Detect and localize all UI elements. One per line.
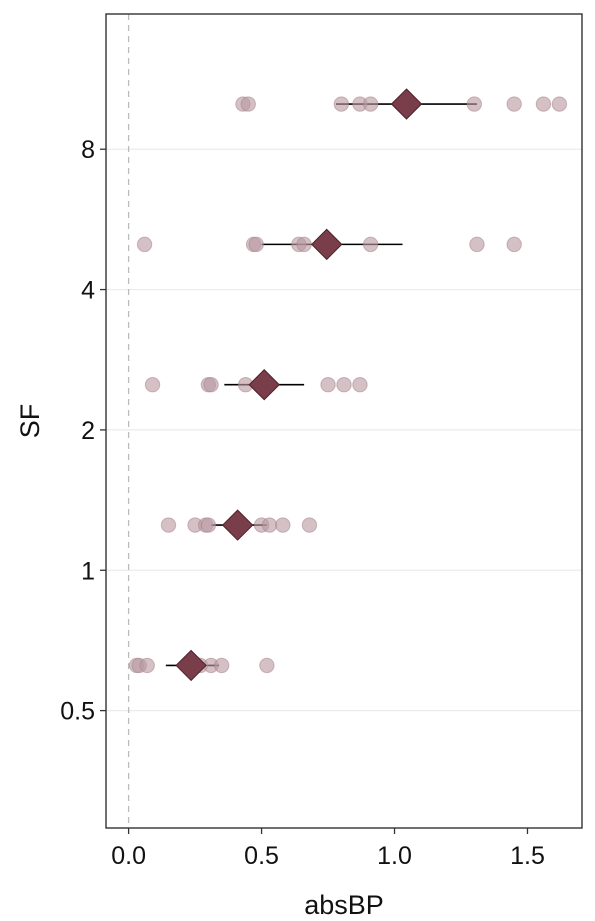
y-axis-title: SF [15,404,45,439]
y-tick-label: 4 [81,277,95,305]
data-points [128,96,568,674]
mean-marker [390,88,423,120]
data-point [466,96,483,112]
mean-marker [221,509,254,541]
data-point [469,236,485,253]
data-point [296,236,312,253]
data-point [261,517,278,533]
plot-panel-border [105,13,583,829]
data-point [139,657,155,674]
data-point [240,96,256,112]
y-tick-label: 1 [81,557,95,585]
data-point [200,517,217,533]
mean-markers [175,88,423,682]
mean-marker [311,228,343,261]
data-point [362,96,379,112]
data-point [535,96,552,112]
data-point [213,657,230,674]
data-point [203,377,219,393]
data-point [506,96,522,112]
y-axis: 0.5 1 2 4 8 [60,136,106,726]
x-tick-label: 1.0 [377,842,412,870]
data-point [362,236,379,253]
x-tick-label: 0.5 [244,842,279,870]
data-point [301,517,318,533]
grid-lines [106,148,582,712]
data-point [320,377,336,393]
data-point [352,377,368,393]
mean-marker [248,369,280,401]
data-point [160,517,177,533]
data-point [551,96,568,112]
x-axis-title: absBP [304,890,384,920]
mean-marker [175,649,207,682]
x-tick-label: 0.0 [111,842,146,870]
data-point [144,377,161,393]
y-tick-label: 0.5 [60,698,95,726]
y-tick-label: 8 [81,136,95,164]
data-point [136,236,153,253]
data-point [336,377,352,393]
x-axis: 0.0 0.5 1.0 1.5 [111,828,545,870]
data-point [506,236,522,253]
data-point [275,517,291,533]
data-point [333,96,350,112]
data-point [259,657,275,674]
y-tick-label: 2 [81,417,95,445]
data-point [248,236,264,253]
x-tick-label: 1.5 [510,842,545,870]
